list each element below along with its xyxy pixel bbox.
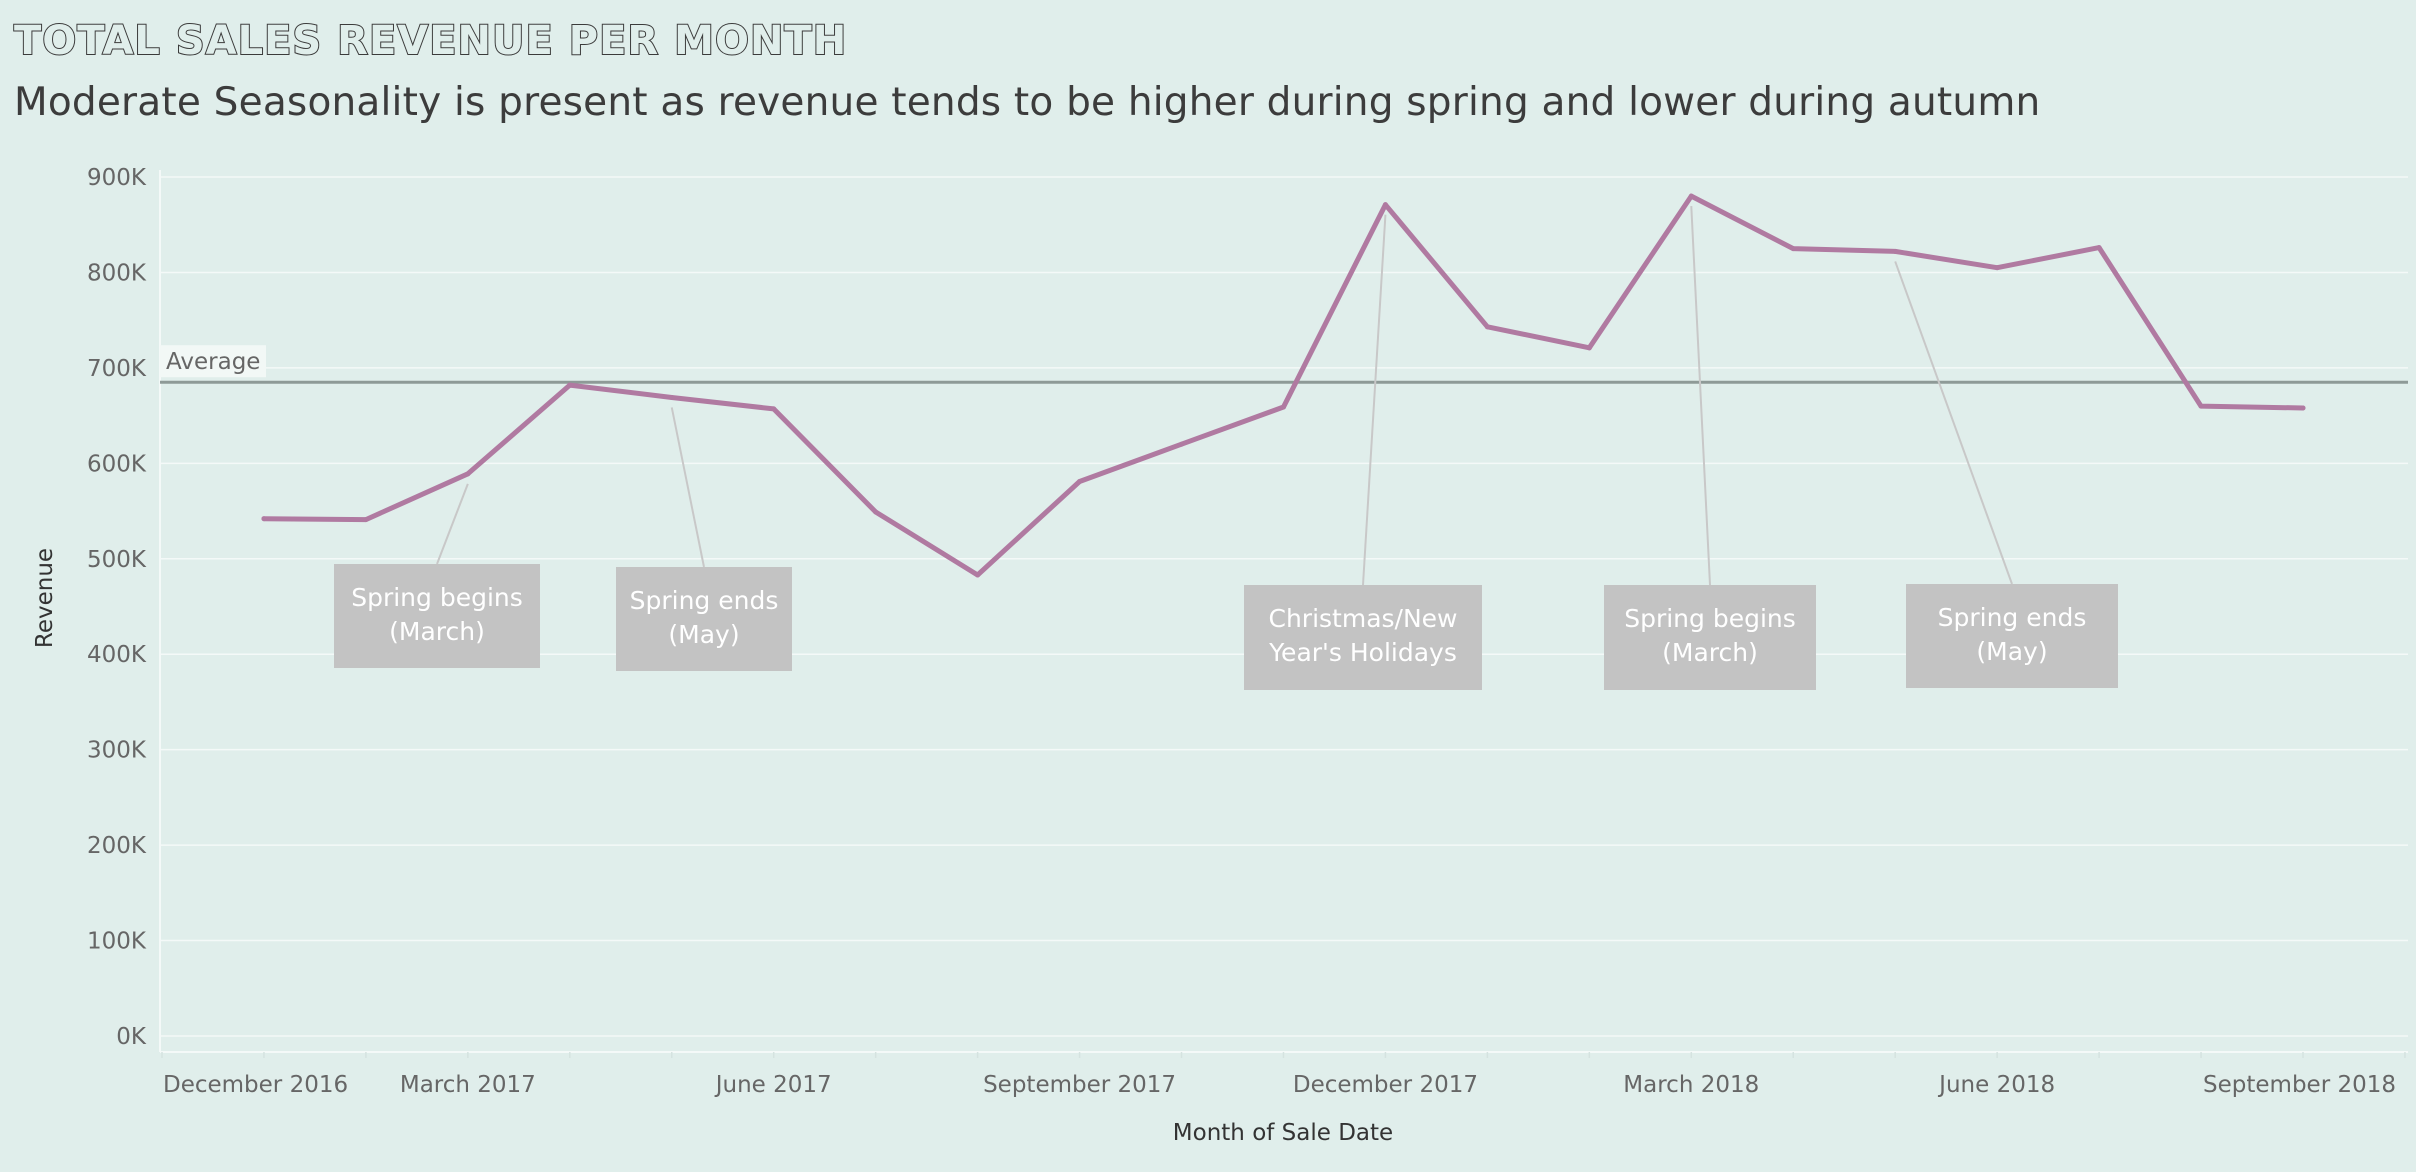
annotation-text: Spring ends <box>1938 603 2087 632</box>
data-point <box>1382 202 1388 208</box>
annotation-box <box>1244 585 1482 690</box>
average-label-box <box>160 345 266 378</box>
chart-subtitle: Moderate Seasonality is present as reven… <box>14 80 2041 125</box>
x-tick-label: September 2018 <box>2203 1072 2396 1098</box>
annotation-connectors <box>436 206 2013 586</box>
chart-title: TOTAL SALES REVENUE PER MONTH <box>13 17 848 65</box>
annotations: Spring begins (March) Spring ends (May) Chri… <box>334 564 2118 690</box>
annotation-connector <box>1894 261 2013 585</box>
x-tick-label: June 2017 <box>714 1072 832 1098</box>
series-lines <box>261 193 2306 578</box>
data-point <box>771 406 777 412</box>
data-point <box>1994 265 2000 271</box>
data-point <box>1179 441 1185 447</box>
data-point <box>261 516 267 522</box>
data-point <box>465 471 471 477</box>
y-tick-label: 0K <box>116 1024 147 1050</box>
x-tick-label: September 2017 <box>983 1072 1176 1098</box>
data-point <box>1077 478 1083 484</box>
y-axis-label: Revenue <box>32 548 58 648</box>
annotation-box <box>616 567 792 671</box>
x-axis-label: Month of Sale Date <box>1173 1120 1393 1146</box>
annotation-connector <box>1362 214 1387 586</box>
annotation-box <box>1906 584 2118 688</box>
annotation-connector <box>436 483 469 565</box>
data-point <box>567 382 573 388</box>
x-tick-label: March 2017 <box>400 1072 536 1098</box>
data-point <box>1484 324 1490 330</box>
y-tick-label: 700K <box>87 356 147 382</box>
y-tick-label: 400K <box>87 642 147 668</box>
data-point <box>1688 193 1694 199</box>
annotation-text: Spring begins <box>1624 604 1796 633</box>
annotation-text: (March) <box>389 617 485 646</box>
annotation-box <box>1604 585 1816 690</box>
annotation-text: Spring ends <box>630 586 779 615</box>
y-tick-label: 800K <box>87 260 147 286</box>
x-tick-label: December 2016 <box>163 1072 348 1098</box>
average-reference-line: Average <box>160 345 2408 384</box>
annotation-connector <box>670 407 705 568</box>
x-axis-ticks: December 2016 March 2017 June 2017 Septembe… <box>161 1052 2406 1098</box>
data-point <box>1790 246 1796 252</box>
data-point <box>2300 405 2306 411</box>
x-tick-label: March 2018 <box>1623 1072 1759 1098</box>
data-point <box>669 394 675 400</box>
y-tick-label: 200K <box>87 833 147 859</box>
data-point <box>1586 345 1592 351</box>
annotation-connector <box>1690 206 1711 586</box>
average-label: Average <box>166 349 260 375</box>
annotation-text: (March) <box>1662 638 1758 667</box>
annotation-text: Christmas/New <box>1268 604 1457 633</box>
annotation-text: Year's Holidays <box>1268 638 1457 667</box>
data-point <box>873 509 879 515</box>
data-point <box>1280 404 1286 410</box>
y-tick-label: 300K <box>87 738 147 764</box>
y-tick-label: 500K <box>87 547 147 573</box>
annotation-box <box>334 564 540 668</box>
data-point <box>2198 403 2204 409</box>
data-point <box>1892 248 1898 254</box>
data-point <box>363 517 369 523</box>
annotation-text: (May) <box>668 620 739 649</box>
y-tick-label: 600K <box>87 451 147 477</box>
x-tick-label: December 2017 <box>1293 1072 1478 1098</box>
data-point <box>2096 245 2102 251</box>
annotation-text: Spring begins <box>351 583 523 612</box>
y-tick-label: 100K <box>87 929 147 955</box>
y-axis-ticks: 0K 100K 200K 300K 400K 500K 600K 700K 800K 900K <box>87 165 147 1050</box>
y-tick-label: 900K <box>87 165 147 191</box>
annotation-text: (May) <box>1976 637 2047 666</box>
data-point <box>975 572 981 578</box>
x-tick-label: June 2018 <box>1937 1072 2055 1098</box>
